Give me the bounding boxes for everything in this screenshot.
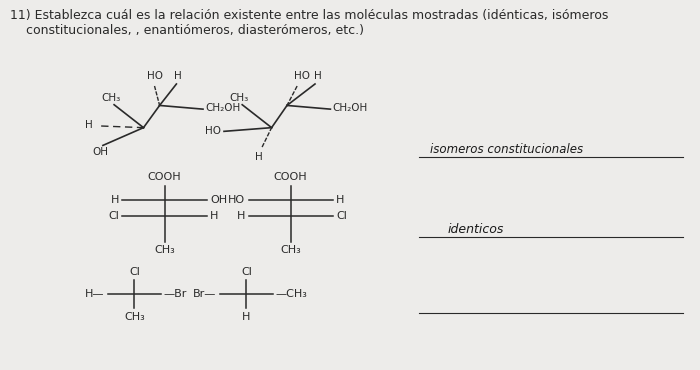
Text: H: H xyxy=(314,71,321,81)
Text: H: H xyxy=(237,211,245,222)
Text: Br—: Br— xyxy=(193,289,216,299)
Text: CH₂OH: CH₂OH xyxy=(205,103,240,114)
Text: —CH₃: —CH₃ xyxy=(275,289,307,299)
Text: HO: HO xyxy=(204,125,220,136)
Text: HO: HO xyxy=(294,71,310,81)
Text: 11) Establezca cuál es la relación existente entre las moléculas mostradas (idén: 11) Establezca cuál es la relación exist… xyxy=(10,9,609,37)
Text: OH: OH xyxy=(210,195,227,205)
Text: CH₃: CH₃ xyxy=(102,93,121,103)
Text: —Br: —Br xyxy=(163,289,186,299)
Text: Cl: Cl xyxy=(108,211,119,222)
Text: H: H xyxy=(85,120,93,130)
Text: HO: HO xyxy=(147,71,163,81)
Text: COOH: COOH xyxy=(274,172,307,182)
Text: CH₃: CH₃ xyxy=(230,93,249,103)
Text: COOH: COOH xyxy=(148,172,181,182)
Text: Cl: Cl xyxy=(336,211,347,222)
Text: H: H xyxy=(336,195,344,205)
Text: H: H xyxy=(210,211,218,222)
Text: CH₃: CH₃ xyxy=(124,312,145,322)
Text: HO: HO xyxy=(228,195,245,205)
Text: identicos: identicos xyxy=(448,223,505,236)
Text: H: H xyxy=(255,152,263,162)
Text: H: H xyxy=(174,71,181,81)
Text: H—: H— xyxy=(85,289,104,299)
Text: Cl: Cl xyxy=(129,267,140,277)
Text: CH₃: CH₃ xyxy=(280,245,301,255)
Text: Cl: Cl xyxy=(241,267,252,277)
Text: H: H xyxy=(111,195,119,205)
Text: isomeros constitucionales: isomeros constitucionales xyxy=(430,143,584,157)
Text: OH: OH xyxy=(92,147,108,157)
Text: H: H xyxy=(242,312,251,322)
Text: CH₂OH: CH₂OH xyxy=(332,103,368,114)
Text: CH₃: CH₃ xyxy=(154,245,175,255)
